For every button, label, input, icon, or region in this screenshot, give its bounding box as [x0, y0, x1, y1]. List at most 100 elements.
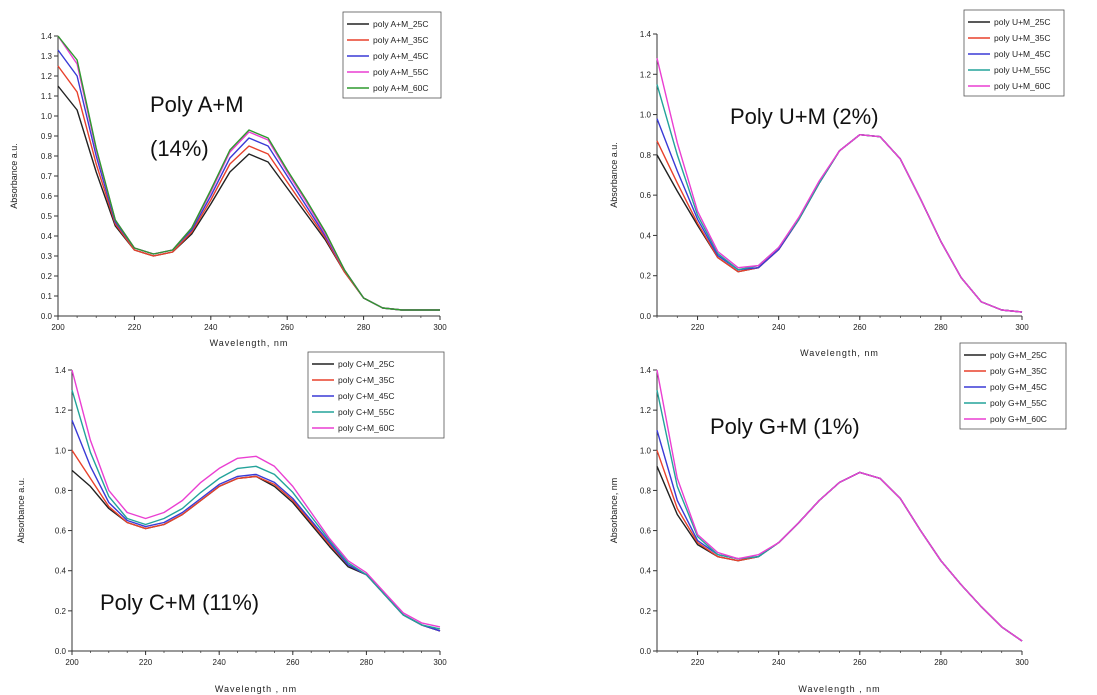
- y-tick-label: 0.4: [640, 231, 652, 240]
- chart-annotation: Poly A+M: [150, 92, 244, 117]
- y-tick-label: 1.4: [55, 366, 67, 375]
- y-tick-label: 0.0: [55, 647, 67, 656]
- y-tick-label: 0.2: [41, 272, 53, 281]
- series-line-5: [71, 369, 441, 628]
- legend-box: [342, 11, 442, 99]
- x-tick-label: 280: [360, 658, 374, 667]
- y-tick-label: 0.6: [55, 527, 67, 536]
- legend-label: poly U+M_25C: [994, 17, 1050, 27]
- y-tick-label: 1.1: [41, 92, 53, 101]
- y-tick-label: 1.0: [640, 446, 652, 455]
- legend-label: poly A+M_60C: [373, 83, 429, 93]
- chart-annotation: Poly G+M (1%): [710, 414, 860, 439]
- legend-label: poly C+M_55C: [338, 407, 394, 417]
- legend-label: poly A+M_55C: [373, 67, 429, 77]
- series-line-3: [656, 430, 1023, 642]
- x-tick-label: 300: [1015, 658, 1029, 667]
- y-tick-label: 0.2: [640, 607, 652, 616]
- x-tick-label: 300: [1015, 323, 1029, 332]
- y-tick-label: 1.2: [41, 72, 53, 81]
- legend-box: [963, 9, 1065, 97]
- legend-label: poly C+M_60C: [338, 423, 394, 433]
- x-tick-label: 220: [691, 658, 705, 667]
- y-tick-label: 0.4: [55, 567, 67, 576]
- y-tick-label: 0.2: [640, 272, 652, 281]
- legend-label: poly A+M_25C: [373, 19, 429, 29]
- chart-panel-1: 200 220 240 260 280 300 0.0 0.1 0.2 0.3 0.4 0.5 0.6 0…: [9, 11, 447, 348]
- legend-label: poly A+M_45C: [373, 51, 429, 61]
- x-tick-label: 220: [128, 323, 142, 332]
- y-tick-label: 0.5: [41, 212, 53, 221]
- x-tick-label: 280: [357, 323, 371, 332]
- x-tick-label: 280: [934, 323, 948, 332]
- series-line-5: [656, 369, 1023, 642]
- y-tick-label: 1.0: [41, 112, 53, 121]
- x-tick-label: 300: [433, 323, 447, 332]
- legend-label: poly C+M_25C: [338, 359, 394, 369]
- chart-annotation: Poly C+M (11%): [100, 590, 259, 615]
- y-tick-label: 1.4: [640, 366, 652, 375]
- x-axis-label: Wavelength , nm: [215, 684, 297, 694]
- x-tick-label: 240: [213, 658, 227, 667]
- legend-label: poly G+M_35C: [990, 366, 1047, 376]
- legend-label: poly G+M_60C: [990, 414, 1047, 424]
- legend-label: poly C+M_45C: [338, 391, 394, 401]
- series-line-4: [71, 389, 441, 630]
- chart-annotation: (14%): [150, 136, 209, 161]
- legend-label: poly U+M_35C: [994, 33, 1050, 43]
- x-tick-label: 280: [934, 658, 948, 667]
- x-tick-label: 300: [433, 658, 447, 667]
- x-tick-label: 240: [772, 658, 786, 667]
- y-axis-label: Absorbance a.u.: [16, 478, 26, 544]
- y-tick-label: 0.0: [640, 647, 652, 656]
- legend-label: poly G+M_55C: [990, 398, 1047, 408]
- y-tick-label: 0.8: [55, 486, 67, 495]
- legend-label: poly A+M_35C: [373, 35, 429, 45]
- series-line-5: [656, 58, 1023, 313]
- legend-label: poly U+M_60C: [994, 81, 1050, 91]
- y-tick-label: 1.0: [55, 446, 67, 455]
- y-tick-label: 1.2: [640, 70, 652, 79]
- y-axis-label: Absorbance a.u.: [609, 142, 619, 208]
- y-tick-label: 0.6: [41, 192, 53, 201]
- x-axis-label: Wavelength , nm: [798, 684, 880, 694]
- x-axis-label: Wavelength, nm: [800, 348, 879, 358]
- x-tick-label: 200: [65, 658, 79, 667]
- series-line-1: [656, 466, 1023, 642]
- y-tick-label: 1.0: [640, 111, 652, 120]
- x-axis-label: Wavelength, nm: [210, 338, 289, 348]
- legend-box: [959, 342, 1067, 430]
- y-tick-label: 1.2: [55, 406, 67, 415]
- legend-label: poly C+M_35C: [338, 375, 394, 385]
- y-tick-label: 0.6: [640, 527, 652, 536]
- x-tick-label: 220: [139, 658, 153, 667]
- x-tick-label: 260: [281, 323, 295, 332]
- y-tick-label: 0.8: [640, 151, 652, 160]
- y-tick-label: 0.7: [41, 172, 53, 181]
- series-line-5: [57, 35, 440, 311]
- y-tick-label: 0.1: [41, 292, 53, 301]
- legend-label: poly G+M_25C: [990, 350, 1047, 360]
- y-tick-label: 1.2: [640, 406, 652, 415]
- y-tick-label: 0.0: [640, 312, 652, 321]
- y-tick-label: 0.8: [41, 152, 53, 161]
- x-tick-label: 240: [204, 323, 218, 332]
- chart-panel-4: 220 240 260 280 300 0.0 0.2 0.4 0.6 0.8 1.0 1.2 1.4 W…: [609, 342, 1067, 694]
- x-tick-label: 220: [691, 323, 705, 332]
- x-tick-label: 260: [853, 658, 867, 667]
- legend-label: poly U+M_45C: [994, 49, 1050, 59]
- y-tick-label: 0.4: [41, 232, 53, 241]
- y-tick-label: 0.6: [640, 191, 652, 200]
- chart-panel-2: 220 240 260 280 300 0.0 0.2 0.4 0.6 0.8 1.0 1.2 1.4 W…: [609, 9, 1065, 358]
- y-tick-label: 1.3: [41, 52, 53, 61]
- legend-label: poly U+M_55C: [994, 65, 1050, 75]
- chart-annotation: Poly U+M (2%): [730, 104, 879, 129]
- y-axis-label: Absorbance a.u.: [9, 143, 19, 209]
- y-tick-label: 0.4: [640, 567, 652, 576]
- x-tick-label: 260: [853, 323, 867, 332]
- chart-panel-3: 200 220 240 260 280 300 0.0 0.2 0.4 0.6 0.8 1.0 1.2 1…: [16, 351, 447, 694]
- legend-box: [307, 351, 445, 439]
